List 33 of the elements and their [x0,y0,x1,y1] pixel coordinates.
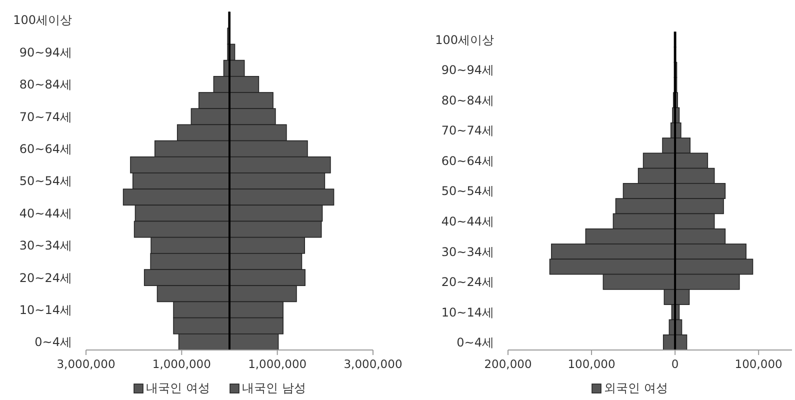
y-tick-label: 100세이상 [13,13,72,28]
y-tick-label: 70~74세 [441,124,494,138]
legend-label: 내국인 남성 [242,381,306,395]
legend-label: 내국인 여성 [146,381,210,395]
x-tick-label: 200,000 [484,357,532,371]
y-tick-label: 40~44세 [19,206,72,220]
y-tick-label: 100세이상 [435,32,494,47]
y-tick-label: 20~24세 [19,270,72,285]
x-tick-label: 1,000,000 [248,357,307,371]
y-tick-label: 0~4세 [456,336,494,350]
legend-label: 외국인 여성 [604,381,668,395]
y-tick-label: 20~24세 [441,275,494,290]
y-tick-label: 30~34세 [441,244,494,259]
y-tick-label: 0~4세 [34,335,72,350]
x-tick-label: 100,000 [734,357,782,371]
x-tick-label: 3,000,000 [56,357,116,371]
x-tick-label: 0 [671,357,679,371]
y-tick-label: 70~74세 [19,110,72,124]
y-tick-label: 10~14세 [441,305,494,320]
y-tick-label: 40~44세 [441,214,494,228]
y-tick-label: 90~94세 [19,45,72,60]
x-tick-label: 1,000,000 [152,357,211,371]
y-tick-label: 60~64세 [441,154,494,168]
y-tick-label: 50~54세 [19,174,72,188]
y-tick-label: 80~84세 [441,93,494,108]
y-tick-label: 90~94세 [441,63,494,78]
y-tick-label: 50~54세 [441,184,494,198]
x-tick-label: 100,000 [568,357,616,371]
y-tick-label: 60~64세 [19,142,72,156]
y-tick-label: 80~84세 [19,78,72,92]
x-tick-label: 3,000,000 [344,357,402,371]
y-tick-label: 10~14세 [19,302,72,317]
y-tick-label: 30~34세 [19,238,72,253]
